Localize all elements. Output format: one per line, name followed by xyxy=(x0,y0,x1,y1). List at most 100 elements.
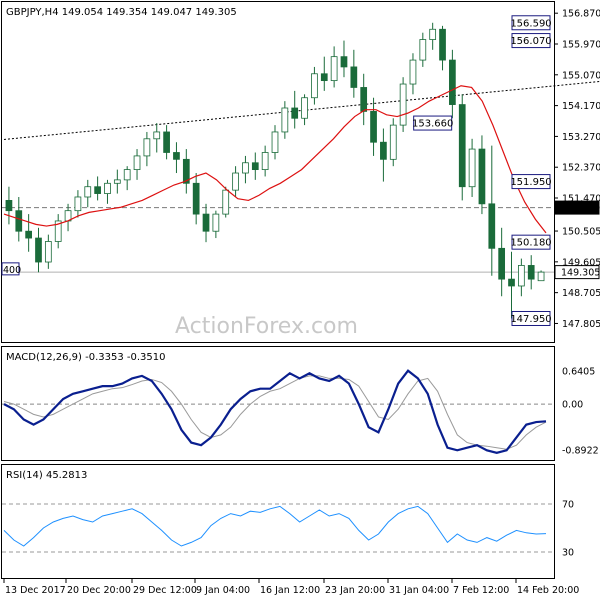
price-y-label: 156.870 xyxy=(562,9,600,20)
candle-body xyxy=(498,247,506,280)
price-annotation: 147.950 xyxy=(510,314,551,325)
candle-body xyxy=(419,39,427,61)
candle-body xyxy=(222,189,230,215)
macd-y-label: -0.8922 xyxy=(562,445,599,456)
macd-layer xyxy=(2,369,554,455)
price-annotation-box xyxy=(511,33,551,49)
price-annotation: 156.070 xyxy=(510,36,551,47)
candle-body xyxy=(429,28,437,40)
price-y-label: 150.505 xyxy=(562,227,600,238)
candle-body xyxy=(527,265,535,280)
candle-body xyxy=(399,83,407,126)
macd-panel xyxy=(1,346,555,461)
support-level-box xyxy=(554,200,600,215)
candle-body xyxy=(271,131,279,153)
candle-body xyxy=(25,230,32,239)
price-annotation-box xyxy=(413,115,453,131)
candle-body xyxy=(380,141,387,160)
candle-body xyxy=(104,182,111,194)
candle-body xyxy=(518,265,525,287)
candle-body xyxy=(301,97,308,119)
x-tick-label: 23 Jan 20:00 xyxy=(325,585,385,596)
rsi-panel xyxy=(1,464,555,579)
support-level-label: 151.190 xyxy=(561,203,600,214)
candle-body xyxy=(360,87,368,112)
candle-body xyxy=(409,59,417,85)
candle-body xyxy=(212,213,220,232)
macd-header: MACD(12,26,9) -0.3353 -0.3510 xyxy=(6,352,166,363)
rsi-y-label: 30 xyxy=(562,548,574,559)
macd-signal-line xyxy=(3,375,547,450)
candle-body xyxy=(439,28,446,61)
candle-body xyxy=(242,162,249,174)
candle-body xyxy=(143,138,151,157)
left-edge-box xyxy=(1,262,20,276)
price-annotation: 151.950 xyxy=(510,177,551,188)
candle-body xyxy=(320,73,328,82)
candle-body xyxy=(311,73,318,99)
candle-body xyxy=(123,169,131,181)
price-layer: 153.660 150.180 156.070 156.590 151.950 147.9… xyxy=(1,15,600,326)
candle-body xyxy=(163,131,170,153)
price-annotation-box xyxy=(511,15,551,31)
price-annotation-box xyxy=(511,234,551,250)
candle-body xyxy=(5,200,13,212)
macd-line xyxy=(3,369,547,455)
candle-body xyxy=(74,196,82,212)
x-tick-label: 9 Jan 04:00 xyxy=(196,585,250,596)
candle-body xyxy=(153,131,161,140)
candle-body xyxy=(389,124,397,160)
x-tick-label: 14 Feb 20:00 xyxy=(517,585,579,596)
candle-body xyxy=(458,104,466,188)
candle-body xyxy=(350,66,358,88)
candle-body xyxy=(251,162,259,171)
price-annotation-box xyxy=(511,174,551,190)
candle-body xyxy=(281,107,289,133)
price-y-label: 149.605 xyxy=(562,257,600,268)
price-annotation: 150.180 xyxy=(510,238,551,249)
price-y-label: 155.070 xyxy=(562,70,600,81)
candle-body xyxy=(192,182,200,215)
x-tick-label: 31 Jan 04:00 xyxy=(389,585,449,596)
x-tick-label: 20 Dec 20:00 xyxy=(67,585,131,596)
macd-y-label: 0.6405 xyxy=(562,367,595,378)
candle-body xyxy=(232,172,239,191)
rsi-line xyxy=(3,505,547,547)
candle-body xyxy=(261,152,269,171)
candle-body xyxy=(291,107,299,119)
price-y-label: 154.170 xyxy=(562,101,600,112)
rsi-header: RSI(14) 45.2813 xyxy=(6,470,87,481)
candle-body xyxy=(15,210,23,232)
price-annotation: 156.590 xyxy=(510,18,551,29)
price-y-label: 153.270 xyxy=(562,132,600,143)
candle-body xyxy=(113,179,121,184)
x-tick-label: 13 Dec 2017 xyxy=(5,585,66,596)
macd-y-label: 0.00 xyxy=(562,400,583,411)
candle-body xyxy=(202,213,210,232)
candle-body xyxy=(182,158,190,184)
x-tick-label: 29 Dec 12:00 xyxy=(133,585,197,596)
candle-body xyxy=(449,59,456,105)
price-header: GBPJPY,H4 149.054 149.354 149.047 149.30… xyxy=(6,7,237,18)
rsi-y-label: 70 xyxy=(562,500,574,511)
left-edge-label: 400 xyxy=(3,265,21,276)
price-y-label: 147.805 xyxy=(562,319,600,330)
candle-body xyxy=(508,278,515,287)
current-price-label: 149.305 xyxy=(561,268,600,279)
candle-body xyxy=(488,203,496,249)
candle-body xyxy=(537,271,545,282)
candle-body xyxy=(84,186,92,198)
x-tick-label: 16 Jan 12:00 xyxy=(260,585,320,596)
price-y-label: 152.370 xyxy=(562,163,600,174)
candle-body xyxy=(133,155,141,171)
candle-body xyxy=(44,241,52,263)
candle-body xyxy=(173,152,180,160)
candle-body xyxy=(330,56,338,82)
candle-body xyxy=(340,56,348,68)
candle-body xyxy=(54,220,62,242)
watermark: ActionForex.com xyxy=(175,314,358,339)
candle-body xyxy=(370,111,377,143)
rsi-layer xyxy=(2,503,554,553)
price-y-label: 155.970 xyxy=(562,39,600,50)
